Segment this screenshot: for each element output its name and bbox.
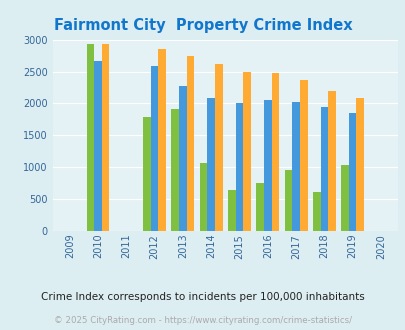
Bar	[150, 66, 158, 231]
Bar	[263, 100, 271, 231]
Bar	[320, 107, 327, 231]
Bar	[256, 183, 263, 231]
Bar	[292, 102, 299, 231]
Bar	[312, 192, 320, 231]
Bar	[207, 98, 215, 231]
Bar	[348, 113, 356, 231]
Bar	[179, 85, 186, 231]
Bar	[340, 165, 348, 231]
Bar	[102, 44, 109, 231]
Bar	[299, 81, 307, 231]
Bar	[284, 170, 292, 231]
Bar	[235, 103, 243, 231]
Bar	[86, 44, 94, 231]
Bar	[356, 98, 363, 231]
Bar	[143, 117, 150, 231]
Bar	[243, 72, 250, 231]
Bar	[271, 73, 279, 231]
Text: © 2025 CityRating.com - https://www.cityrating.com/crime-statistics/: © 2025 CityRating.com - https://www.city…	[54, 315, 351, 325]
Bar	[228, 190, 235, 231]
Bar	[215, 64, 222, 231]
Bar	[199, 163, 207, 231]
Bar	[171, 109, 179, 231]
Bar	[94, 61, 102, 231]
Text: Fairmont City  Property Crime Index: Fairmont City Property Crime Index	[53, 18, 352, 33]
Bar	[158, 49, 166, 231]
Text: Crime Index corresponds to incidents per 100,000 inhabitants: Crime Index corresponds to incidents per…	[41, 292, 364, 302]
Bar	[186, 56, 194, 231]
Bar	[327, 91, 335, 231]
